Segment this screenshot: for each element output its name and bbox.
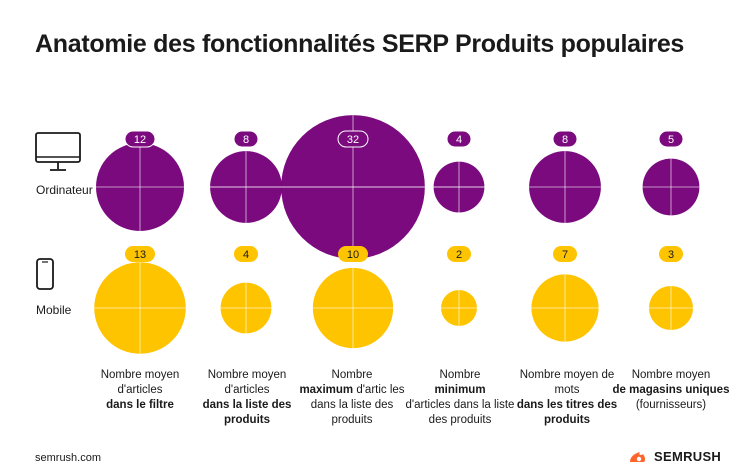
column-desc-pre: Nombre moyen <box>631 369 711 381</box>
column-desc-bold: maximum <box>299 384 354 396</box>
column-desc-bold: de magasins uniques <box>612 384 730 396</box>
value-label-desktop: 8 <box>243 134 249 146</box>
value-label-desktop: 8 <box>562 134 568 146</box>
value-badge-mobile <box>553 246 577 262</box>
brand-name: SEMRUSH <box>654 449 722 464</box>
value-label-desktop: 5 <box>668 134 674 146</box>
value-label-mobile: 10 <box>347 249 359 261</box>
smartphone-icon <box>36 258 54 290</box>
value-label-mobile: 13 <box>134 249 146 261</box>
column-desc-pre: Nombre moyen de mots <box>519 369 615 396</box>
column-desc-bold: dans la liste des produits <box>202 399 292 426</box>
column-description: Nombre moyen d'articles dans le filtre <box>80 368 200 413</box>
brand-logo: SEMRUSH <box>628 449 721 464</box>
source-url: semrush.com <box>35 452 102 464</box>
row-label-desktop: Ordinateur <box>36 183 93 197</box>
column-desc-bold: dans le filtre <box>106 399 174 411</box>
value-badge-desktop <box>124 130 156 148</box>
column-description: Nombre moyen d'articles dans la liste de… <box>187 368 307 428</box>
column-desc-post: (fournisseurs) <box>635 399 707 411</box>
value-label-mobile: 2 <box>456 249 462 261</box>
value-label-desktop: 12 <box>134 134 146 146</box>
value-badge-desktop <box>446 130 472 148</box>
value-label-mobile: 3 <box>668 249 674 261</box>
row-label-mobile: Mobile <box>36 303 72 317</box>
value-badge-mobile <box>447 246 471 262</box>
column-description: Nombre moyen de magasins uniques (fourni… <box>611 368 731 413</box>
column-desc-bold: dans les titres des produits <box>516 399 618 426</box>
value-label-desktop: 32 <box>347 134 359 146</box>
chart-title: Anatomie des fonctionnalités SERP Produi… <box>35 30 685 58</box>
column-desc-pre: Nombre moyen d'articles <box>100 369 180 396</box>
value-label-mobile: 4 <box>243 249 249 261</box>
column-desc-pre: Nombre <box>331 369 373 381</box>
value-badge-mobile <box>125 246 155 262</box>
column-desc-bold: minimum <box>434 384 486 396</box>
value-badge-desktop <box>552 130 578 148</box>
value-label-desktop: 4 <box>456 134 462 146</box>
value-badge-desktop <box>233 130 259 148</box>
value-badge-mobile <box>234 246 258 262</box>
column-description: Nombre minimum d'articles dans la liste … <box>400 368 520 428</box>
value-badge-mobile <box>338 246 368 262</box>
value-badge-desktop <box>658 130 684 148</box>
value-badge-desktop <box>337 130 369 148</box>
column-desc-pre: Nombre moyen d'articles <box>207 369 287 396</box>
desktop-monitor-icon <box>35 132 81 171</box>
column-desc-post: d'artic les dans la liste des produits <box>310 384 405 426</box>
value-badge-mobile <box>659 246 683 262</box>
column-desc-pre: Nombre <box>439 369 481 381</box>
value-label-mobile: 7 <box>562 249 568 261</box>
column-description: Nombre maximum d'artic les dans la liste… <box>292 368 412 428</box>
column-desc-post: d'articles dans la liste des produits <box>405 399 515 426</box>
column-description: Nombre moyen de mots dans les titres des… <box>507 368 627 428</box>
semrush-flame-icon <box>630 451 646 462</box>
